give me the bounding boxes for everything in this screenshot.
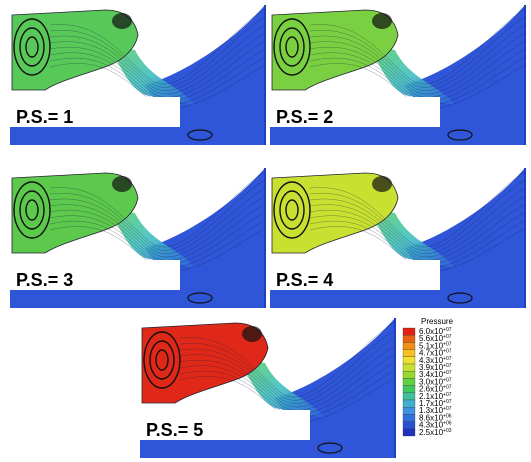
label-base: 2.5x10 (419, 428, 444, 437)
colorbar-swatch (403, 350, 415, 357)
panel-label: P.S.= 5 (146, 420, 203, 440)
bottom-channel (10, 129, 185, 143)
colorbar-swatch (403, 429, 415, 436)
label-exp: +03 (443, 428, 452, 434)
corner-vortex (112, 176, 132, 192)
colorbar-swatch (403, 414, 415, 421)
colorbar-swatch (403, 342, 415, 349)
colorbar-swatch (403, 393, 415, 400)
label-exp: +07 (443, 377, 452, 383)
label-exp: +07 (443, 370, 452, 376)
colorbar-swatch (403, 386, 415, 393)
corner-vortex (372, 13, 392, 29)
colorbar-swatch (403, 400, 415, 407)
panel-label: P.S.= 3 (16, 270, 73, 290)
colorbar-swatch (403, 328, 415, 335)
flow-panel: P.S.= 2 (270, 5, 525, 145)
label-exp: +07 (443, 327, 452, 333)
bottom-channel (140, 442, 315, 456)
corner-vortex (242, 326, 262, 342)
label-exp: +07 (443, 385, 452, 391)
panel-label: P.S.= 4 (276, 270, 333, 290)
label-exp: +06 (443, 421, 452, 427)
colorbar-swatch (403, 407, 415, 414)
label-exp: +07 (443, 349, 452, 355)
flow-panel: P.S.= 4 (270, 168, 525, 308)
corner-vortex (372, 176, 392, 192)
flow-panel: P.S.= 5 (140, 318, 395, 458)
label-exp: +07 (443, 334, 452, 340)
panel-label: P.S.= 1 (16, 107, 73, 127)
colorbar-swatch (403, 422, 415, 429)
label-exp: +07 (443, 341, 452, 347)
colorbar-swatch (403, 335, 415, 342)
colorbar-swatch (403, 371, 415, 378)
colorbar-title: Pressure (421, 317, 454, 326)
colorbar: Pressure6.0x10+075.6x10+075.1x10+074.7x1… (403, 317, 454, 437)
colorbar-swatch (403, 357, 415, 364)
label-exp: +07 (443, 399, 452, 405)
label-exp: +06 (443, 413, 452, 419)
panel-label: P.S.= 2 (276, 107, 333, 127)
bottom-channel (270, 292, 445, 306)
bottom-channel (270, 129, 445, 143)
colorbar-swatch (403, 364, 415, 371)
flow-panel: P.S.= 1 (10, 5, 265, 145)
figure: P.S.= 1 P.S.= 2 P.S.= 3 P.S.= 4 P.S.= 5 Press… (0, 0, 531, 462)
label-exp: +07 (443, 356, 452, 362)
bottom-channel (10, 292, 185, 306)
colorbar-swatch (403, 378, 415, 385)
colorbar-label: 2.5x10+03 (419, 428, 452, 437)
label-exp: +07 (443, 392, 452, 398)
flow-panel: P.S.= 3 (10, 168, 265, 308)
label-exp: +07 (443, 406, 452, 412)
label-exp: +07 (443, 363, 452, 369)
corner-vortex (112, 13, 132, 29)
